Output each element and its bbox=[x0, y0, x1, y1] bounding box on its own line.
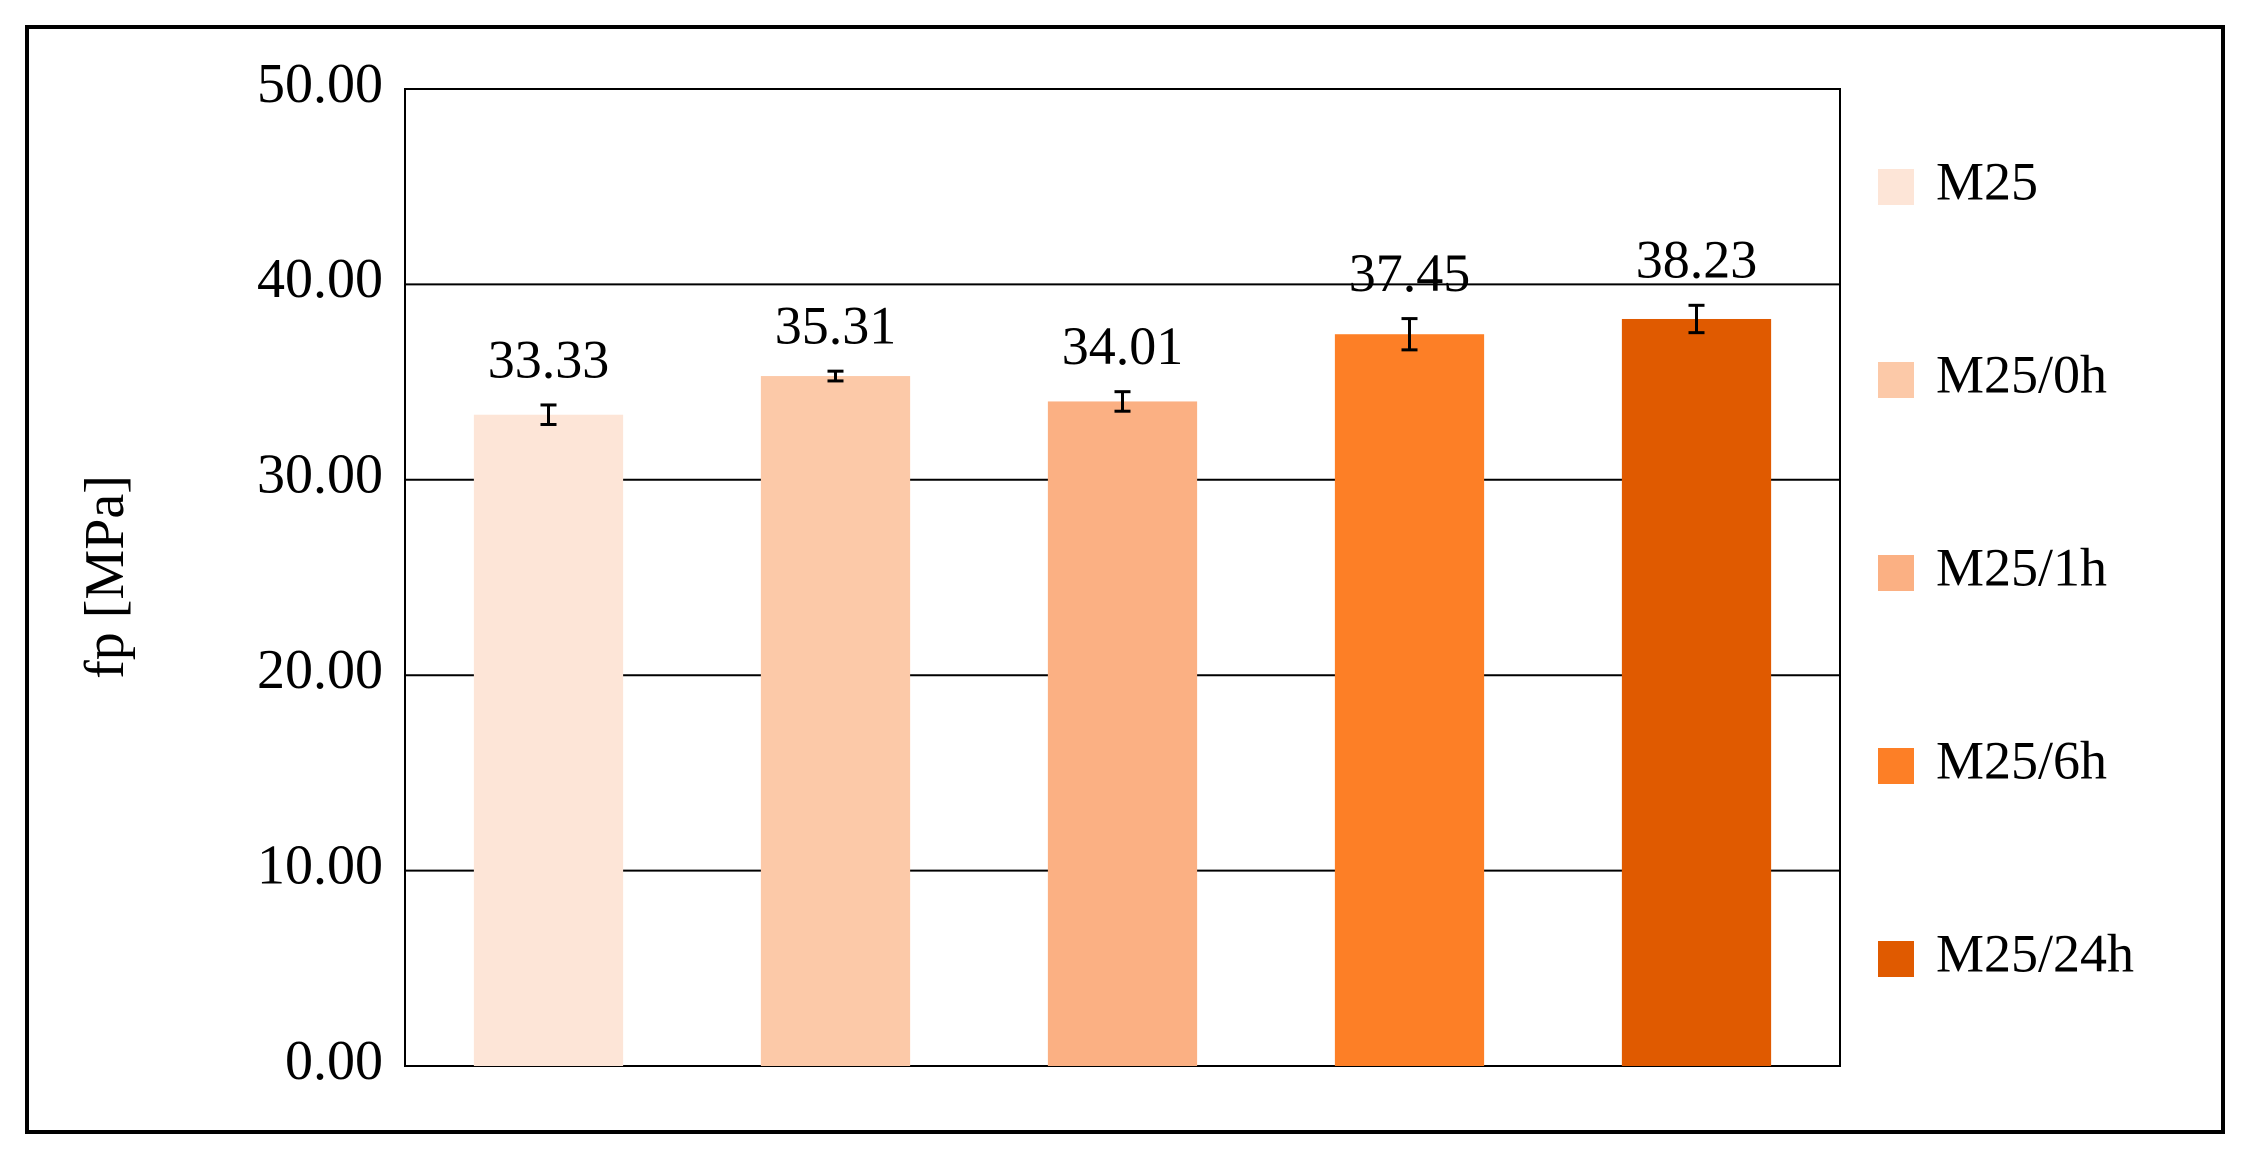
y-tick-label: 30.00 bbox=[257, 444, 383, 506]
bar bbox=[1047, 401, 1198, 1067]
data-label: 38.23 bbox=[1636, 230, 1758, 290]
y-tick-label: 50.00 bbox=[257, 53, 383, 115]
legend-label: M25 bbox=[1936, 151, 2038, 211]
legend-swatch bbox=[1878, 941, 1914, 977]
error-bar bbox=[540, 403, 557, 427]
legend-swatch bbox=[1878, 555, 1914, 591]
y-axis-label: fp [MPa] bbox=[74, 475, 136, 679]
y-tick-label: 0.00 bbox=[285, 1030, 383, 1092]
error-bar bbox=[1688, 303, 1705, 335]
legend-label: M25/1h bbox=[1936, 537, 2107, 597]
legend-swatch bbox=[1878, 748, 1914, 784]
y-tick-label: 40.00 bbox=[257, 248, 383, 310]
legend-swatch bbox=[1878, 362, 1914, 398]
legend-label: M25/6h bbox=[1936, 730, 2107, 790]
bar bbox=[473, 414, 624, 1066]
y-tick-label: 10.00 bbox=[257, 834, 383, 896]
bar bbox=[1334, 334, 1485, 1066]
data-label: 35.31 bbox=[775, 296, 897, 356]
y-tick-label: 20.00 bbox=[257, 639, 383, 701]
data-label: 33.33 bbox=[488, 329, 610, 389]
error-bar bbox=[1114, 390, 1131, 413]
error-bar bbox=[1401, 317, 1418, 352]
error-bar bbox=[827, 369, 844, 383]
legend-label: M25/0h bbox=[1936, 344, 2107, 404]
data-label: 37.45 bbox=[1349, 243, 1471, 303]
bar bbox=[1621, 318, 1772, 1066]
bar bbox=[760, 376, 911, 1066]
frame bbox=[25, 25, 2225, 1134]
legend-swatch bbox=[1878, 169, 1914, 205]
legend-label: M25/24h bbox=[1936, 923, 2134, 983]
data-label: 34.01 bbox=[1062, 316, 1184, 376]
